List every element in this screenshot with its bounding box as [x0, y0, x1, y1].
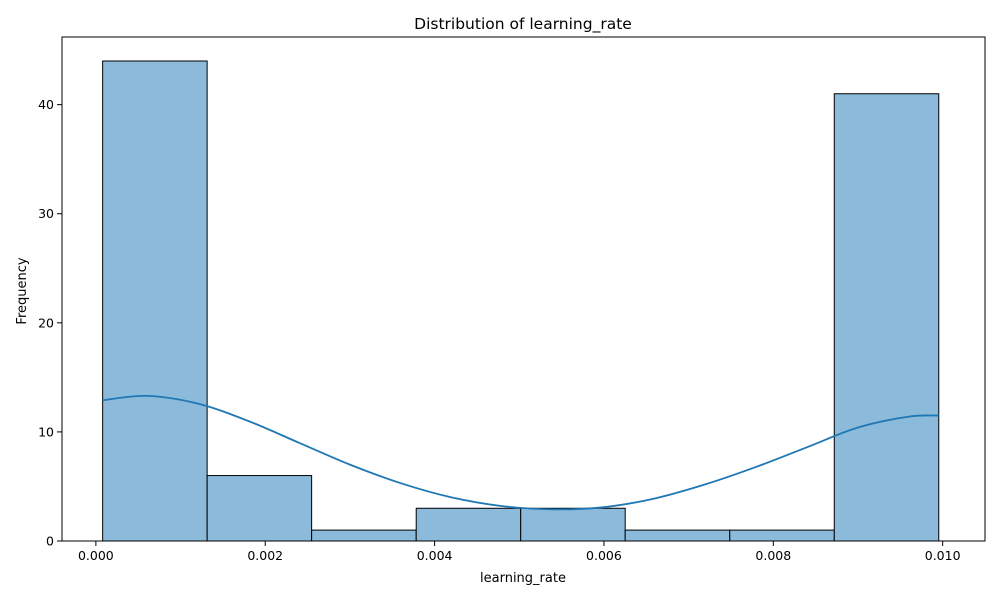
histogram-bar-1 — [102, 60, 208, 542]
histogram-bar-3 — [311, 529, 417, 542]
x-tick-label: 0.006 — [586, 548, 622, 563]
histogram-bars — [102, 60, 940, 542]
y-axis-label: Frequency — [15, 257, 30, 324]
histogram-bar-5 — [520, 507, 626, 542]
x-axis-ticks: 0.000 0.002 0.004 0.006 0.008 0.010 — [78, 541, 961, 563]
histogram-bar-8 — [833, 93, 940, 542]
histogram-bar-6 — [624, 529, 731, 542]
x-tick-label: 0.008 — [755, 548, 791, 563]
x-tick-label: 0.004 — [417, 548, 453, 563]
x-tick-label: 0.010 — [925, 548, 961, 563]
y-axis-ticks: 0 10 20 30 40 — [38, 97, 62, 549]
x-axis-label: learning_rate — [480, 571, 566, 586]
histogram-bar-4 — [415, 507, 522, 542]
y-tick-label: 0 — [46, 534, 54, 549]
y-tick-label: 10 — [38, 424, 54, 439]
y-tick-label: 20 — [38, 315, 54, 330]
chart-title: Distribution of learning_rate — [414, 15, 632, 34]
y-tick-label: 40 — [38, 97, 54, 112]
x-tick-label: 0.000 — [78, 548, 114, 563]
x-tick-label: 0.002 — [247, 548, 283, 563]
kde-curve — [102, 395, 939, 511]
histogram-bar-2 — [206, 475, 313, 542]
plot-frame — [61, 36, 986, 542]
histogram-bar-7 — [729, 529, 835, 542]
y-tick-label: 30 — [38, 206, 54, 221]
